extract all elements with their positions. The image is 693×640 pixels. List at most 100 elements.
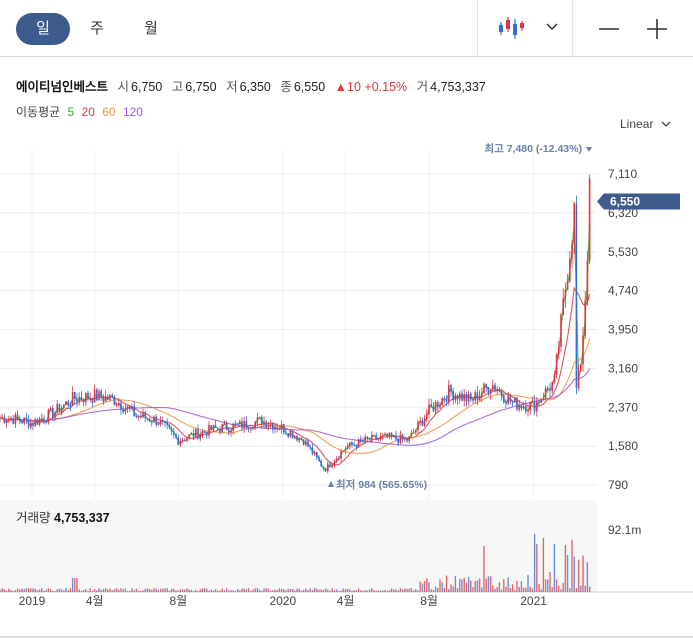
candle-body (489, 390, 492, 394)
volume-bar (386, 590, 388, 592)
candle-body (113, 396, 116, 406)
candle-body (375, 435, 377, 440)
candle-body (529, 402, 531, 411)
volume-bar (89, 588, 91, 592)
volume-bar (280, 588, 283, 592)
volume-bar (230, 590, 232, 592)
candle-body (192, 433, 195, 438)
volume-bar (514, 589, 516, 592)
candle-body (131, 406, 133, 409)
volume-bar (333, 590, 336, 592)
candle-body (188, 434, 190, 439)
volume-bar (85, 588, 87, 592)
volume-bar (135, 588, 138, 592)
candle-body (168, 424, 171, 428)
candle-body (115, 404, 118, 406)
volume-panel-label: 거래량 (16, 511, 51, 525)
volume-bar (360, 590, 362, 592)
candle-body (448, 384, 450, 402)
volume-bar (536, 544, 538, 592)
candle-body (269, 423, 272, 426)
volume-bar (377, 590, 380, 592)
candle-body (137, 416, 140, 418)
candle-body (289, 431, 292, 437)
volume-bar (476, 580, 479, 592)
zoom-out-icon[interactable] (596, 16, 622, 42)
volume-bar (340, 590, 342, 592)
chevron-down-icon[interactable] (544, 18, 560, 34)
candle-body (190, 433, 193, 435)
volume-bar (34, 588, 36, 592)
volume-bar (467, 576, 470, 592)
candle-body (437, 402, 439, 408)
volume-bar (82, 589, 85, 592)
candle-body (96, 389, 98, 401)
candle-body (329, 463, 331, 468)
candle-body (49, 408, 52, 410)
candle-body (485, 383, 487, 388)
volume-bar (179, 589, 182, 592)
volume-bar (23, 589, 25, 592)
candle-body (45, 421, 47, 423)
volume-bar (294, 590, 296, 592)
volume-bar (434, 586, 437, 592)
candle-body (452, 391, 454, 400)
volume-bar (80, 590, 83, 592)
candle-body (575, 203, 578, 388)
volume-bar (1, 588, 3, 592)
volume-bar (131, 588, 133, 592)
candle-body (507, 395, 509, 404)
volume-bar (241, 588, 243, 592)
candle-body (544, 387, 547, 399)
candle-body (287, 433, 289, 437)
zoom-in-icon[interactable] (644, 16, 670, 42)
candle-body (296, 436, 298, 441)
volume-bar (186, 588, 188, 592)
candle-body (210, 425, 212, 431)
volume-bar (192, 590, 195, 592)
volume-bar (243, 588, 245, 592)
volume-bar (335, 589, 338, 592)
candlestick-icon[interactable] (498, 15, 526, 41)
volume-bar (181, 589, 184, 592)
candle-body (540, 399, 542, 403)
candle-body (135, 416, 138, 418)
candle-body (500, 390, 503, 396)
candle-body (478, 396, 481, 401)
volume-bar (168, 590, 171, 592)
volume-bar (399, 588, 402, 592)
volume-bar (522, 587, 525, 592)
candle-body (5, 421, 8, 423)
candle-body (206, 432, 208, 436)
tab-weekly[interactable]: 주 (90, 20, 104, 37)
high-value: 6,750 (185, 80, 217, 94)
current-price-label: 6,550 (610, 195, 640, 209)
candle-body (573, 203, 575, 244)
volume-bar (474, 581, 476, 592)
volume-bar (146, 588, 149, 592)
volume-bar (437, 587, 439, 592)
volume-bar (415, 589, 417, 592)
candle-body (566, 281, 569, 290)
volume-bar (364, 589, 366, 592)
tab-monthly[interactable]: 월 (144, 20, 158, 37)
volume-bar (129, 590, 131, 592)
ma-legend-20: 20 (81, 105, 95, 119)
volume-bar (195, 589, 197, 592)
volume-bar (56, 589, 58, 592)
candle-body (32, 422, 34, 426)
candle-body (219, 428, 221, 433)
volume-bar (421, 583, 424, 592)
scale-mode-dropdown[interactable]: Linear (620, 117, 671, 131)
volume-bar (408, 588, 410, 592)
volume-bar (126, 590, 129, 592)
volume-bar (560, 589, 562, 592)
volume-bar (269, 590, 272, 592)
candle-body (514, 397, 516, 403)
ma-legend-120: 120 (122, 105, 143, 119)
volume-bar (500, 589, 503, 592)
candle-body (379, 436, 382, 439)
candle-body (197, 429, 199, 439)
tab-daily[interactable]: 일 (16, 13, 70, 45)
